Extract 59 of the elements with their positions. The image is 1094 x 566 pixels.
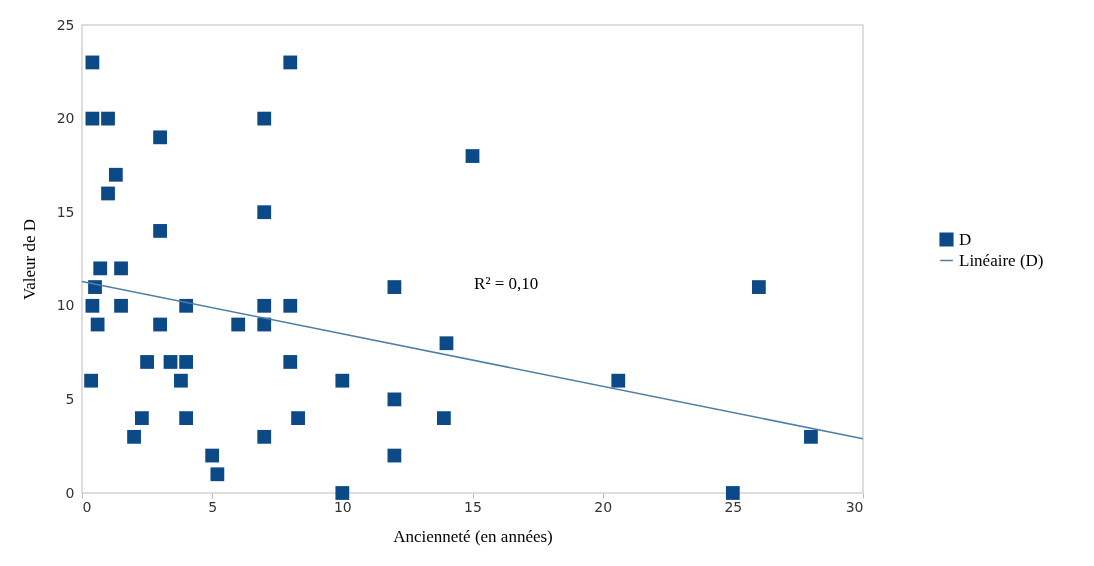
point bbox=[127, 429, 141, 444]
y-axis-title: Valeur de D bbox=[19, 218, 39, 301]
point bbox=[804, 429, 818, 444]
point bbox=[205, 448, 220, 463]
point bbox=[725, 486, 740, 500]
point bbox=[85, 298, 100, 313]
point bbox=[179, 298, 194, 313]
x-axis-title: Ancienneté (en années) bbox=[393, 526, 553, 546]
point bbox=[291, 411, 305, 426]
point bbox=[257, 205, 272, 220]
point bbox=[101, 186, 115, 201]
point bbox=[611, 373, 626, 388]
point bbox=[283, 298, 298, 313]
point bbox=[93, 261, 108, 276]
point bbox=[283, 355, 298, 369]
point bbox=[387, 280, 402, 294]
point bbox=[257, 429, 272, 444]
x-tick-label: 30 bbox=[845, 498, 864, 515]
x-tick-label: 10 bbox=[333, 498, 352, 515]
x-tick-label: 0 bbox=[82, 498, 92, 515]
point bbox=[465, 149, 480, 163]
point bbox=[134, 411, 149, 426]
x-tick-label: 25 bbox=[724, 498, 743, 515]
point bbox=[335, 486, 350, 500]
point bbox=[335, 373, 350, 388]
point bbox=[114, 261, 128, 276]
point bbox=[163, 355, 178, 369]
x-tick-label: 20 bbox=[594, 498, 613, 515]
point bbox=[153, 317, 167, 332]
point bbox=[439, 336, 454, 351]
point bbox=[257, 111, 272, 126]
annotation: R² = 0,10 bbox=[474, 274, 539, 294]
point bbox=[231, 317, 246, 332]
point bbox=[114, 298, 128, 313]
point bbox=[179, 411, 194, 426]
point bbox=[153, 130, 167, 145]
point bbox=[108, 167, 123, 182]
y-tick-label: 10 bbox=[56, 297, 75, 314]
x-tick-label: 5 bbox=[208, 498, 218, 515]
point bbox=[179, 355, 194, 369]
y-tick-label: 25 bbox=[56, 16, 75, 33]
point bbox=[153, 224, 167, 238]
point bbox=[436, 411, 451, 426]
point bbox=[90, 317, 105, 332]
point bbox=[174, 373, 188, 388]
y-tick-label: 0 bbox=[65, 484, 75, 501]
legend-label: Linéaire (D) bbox=[959, 250, 1044, 270]
point bbox=[283, 55, 298, 70]
point bbox=[257, 298, 272, 313]
point bbox=[140, 355, 154, 369]
point bbox=[210, 467, 225, 482]
point bbox=[101, 111, 115, 126]
x-tick-label: 15 bbox=[464, 498, 482, 515]
legend-label: D bbox=[959, 229, 972, 249]
y-tick-label: 15 bbox=[56, 203, 75, 220]
y-tick-label: 5 bbox=[65, 390, 75, 407]
point bbox=[751, 280, 766, 294]
point bbox=[84, 373, 98, 388]
y-tick-label: 20 bbox=[56, 110, 75, 127]
